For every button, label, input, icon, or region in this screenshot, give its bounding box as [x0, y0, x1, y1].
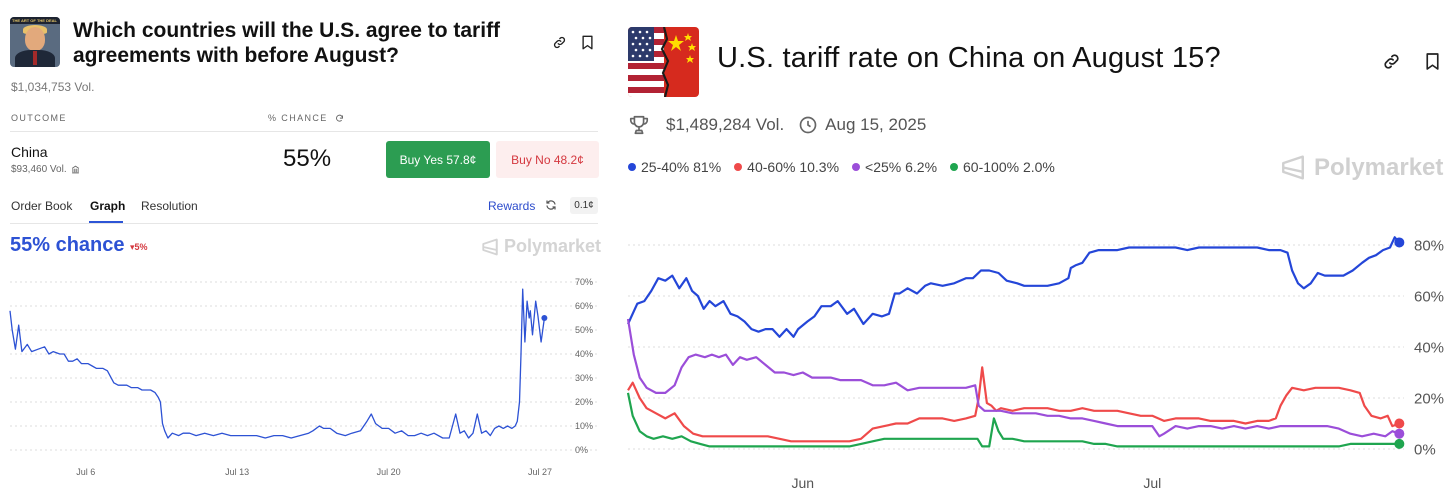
buy-no-button[interactable]: Buy No 48.2¢: [496, 141, 599, 178]
outcome-table-header: OUTCOME % CHANCE: [10, 108, 598, 132]
legend-item: 40-60% 10.3%: [734, 159, 839, 175]
chance-delta: ▾5%: [130, 242, 148, 252]
legend-dot: [734, 163, 743, 171]
series-line: [9, 288, 546, 439]
series-endpoint-dot: [1394, 438, 1405, 449]
market-title: Which countries will the U.S. agree to t…: [73, 19, 501, 67]
y-tick-label: 40%: [1414, 339, 1444, 356]
refresh-icon[interactable]: [335, 114, 344, 123]
y-tick-label: 50%: [575, 325, 593, 335]
x-tick-label: Jul 27: [528, 467, 552, 477]
bookmark-icon[interactable]: [1421, 50, 1443, 72]
legend-label: 40-60% 10.3%: [747, 159, 840, 175]
active-tab-indicator: [89, 221, 123, 223]
watermark-text: Polymarket: [1314, 153, 1444, 181]
buy-yes-button[interactable]: Buy Yes 57.8¢: [386, 141, 490, 178]
market-meta-row: $1,489,284 Vol. Aug 15, 2025: [628, 114, 926, 136]
series-line: [626, 318, 1400, 438]
polymarket-watermark: Polymarket: [1280, 153, 1443, 182]
x-tick-label: Jul: [1143, 475, 1161, 491]
tab-resolution[interactable]: Resolution: [141, 199, 198, 213]
y-tick-label: 0%: [1414, 441, 1436, 458]
series-line: [626, 392, 1400, 448]
legend-item: 25-40% 81%: [628, 159, 721, 175]
series-endpoint-dot: [1394, 237, 1405, 248]
tab-order-book[interactable]: Order Book: [11, 199, 73, 213]
chance-headline: 55% chance: [10, 234, 125, 256]
chance-header: % CHANCE: [268, 113, 328, 123]
legend-item: <25% 6.2%: [852, 159, 937, 175]
y-tick-label: 60%: [575, 301, 593, 311]
series-endpoint-dot: [541, 315, 548, 321]
x-tick-label: Jul 13: [225, 467, 249, 477]
legend-dot: [950, 163, 959, 171]
legend-item: 60-100% 2.0%: [950, 159, 1055, 175]
market-volume: $1,034,753 Vol.: [11, 80, 95, 94]
chance-header-wrap: % CHANCE: [268, 113, 344, 123]
polymarket-logo-icon: [482, 238, 498, 255]
trophy-icon: [629, 115, 649, 135]
clock-icon: [799, 116, 817, 134]
polymarket-watermark: Polymarket: [481, 236, 601, 257]
y-tick-label: 60%: [1414, 288, 1444, 305]
legend-label: 25-40% 81%: [641, 159, 722, 175]
outcome-name: China: [11, 144, 48, 160]
market-end-date: Aug 15, 2025: [825, 115, 927, 134]
link-icon[interactable]: [550, 33, 568, 51]
us-china-flag-image: [628, 27, 699, 97]
watermark-text: Polymarket: [504, 236, 602, 256]
tab-graph[interactable]: Graph: [90, 199, 126, 213]
x-tick-label: Jul 20: [377, 467, 401, 477]
legend-dot: [852, 163, 861, 171]
sync-icon[interactable]: [545, 198, 557, 216]
legend-dot: [628, 163, 636, 171]
outcome-header: OUTCOME: [11, 113, 67, 123]
bookmark-icon[interactable]: [578, 33, 596, 51]
series-line: [627, 366, 1400, 443]
market-thumbnail: THE ART OF THE DEAL: [10, 17, 60, 67]
chart-legend: 25-40% 81% 40-60% 10.3% <25% 6.2% 60-100…: [628, 159, 1055, 175]
link-icon[interactable]: [1380, 50, 1402, 72]
y-tick-label: 70%: [575, 277, 593, 287]
y-tick-label: 20%: [1414, 390, 1444, 407]
right-outcome-chart: 0% 20% 40% 60% 80% Jun Jul: [626, 236, 1444, 491]
series-line: [626, 236, 1401, 338]
rewards-link[interactable]: Rewards: [488, 199, 536, 213]
market-volume: $1,489,284 Vol.: [666, 115, 785, 134]
tick-size-badge[interactable]: 0.1¢: [570, 197, 598, 214]
bank-icon: [71, 165, 79, 174]
y-tick-label: 20%: [575, 397, 593, 407]
outcome-volume-row: $93,460 Vol.: [11, 164, 80, 175]
legend-label: <25% 6.2%: [865, 159, 938, 175]
y-tick-label: 0%: [575, 445, 588, 455]
series-endpoint-dot: [1394, 428, 1405, 439]
market-card-countries: THE ART OF THE DEAL Which countries will…: [0, 0, 606, 504]
outcome-volume: $93,460 Vol.: [11, 164, 67, 175]
market-title: U.S. tariff rate on China on August 15?: [717, 42, 1221, 74]
y-tick-label: 30%: [575, 373, 593, 383]
series-endpoint-dot: [1394, 418, 1405, 429]
market-card-tariff: U.S. tariff rate on China on August 15? …: [616, 0, 1456, 504]
y-tick-label: 80%: [1414, 237, 1444, 254]
outcome-percent: 55%: [283, 145, 332, 172]
tab-bar: Order Book Graph Resolution Rewards 0.1¢: [10, 190, 598, 224]
x-tick-label: Jul 6: [76, 467, 95, 477]
y-tick-label: 10%: [575, 421, 593, 431]
thumbnail-caption: THE ART OF THE DEAL: [12, 18, 57, 23]
y-tick-label: 40%: [575, 349, 593, 359]
legend-label: 60-100% 2.0%: [963, 159, 1055, 175]
left-price-chart: 0% 10% 20% 30% 40% 50% 60% 70% Jul 6 Jul 13 Jul 20…: [9, 277, 598, 477]
polymarket-logo-icon: [1282, 155, 1304, 180]
x-tick-label: Jun: [791, 475, 814, 491]
